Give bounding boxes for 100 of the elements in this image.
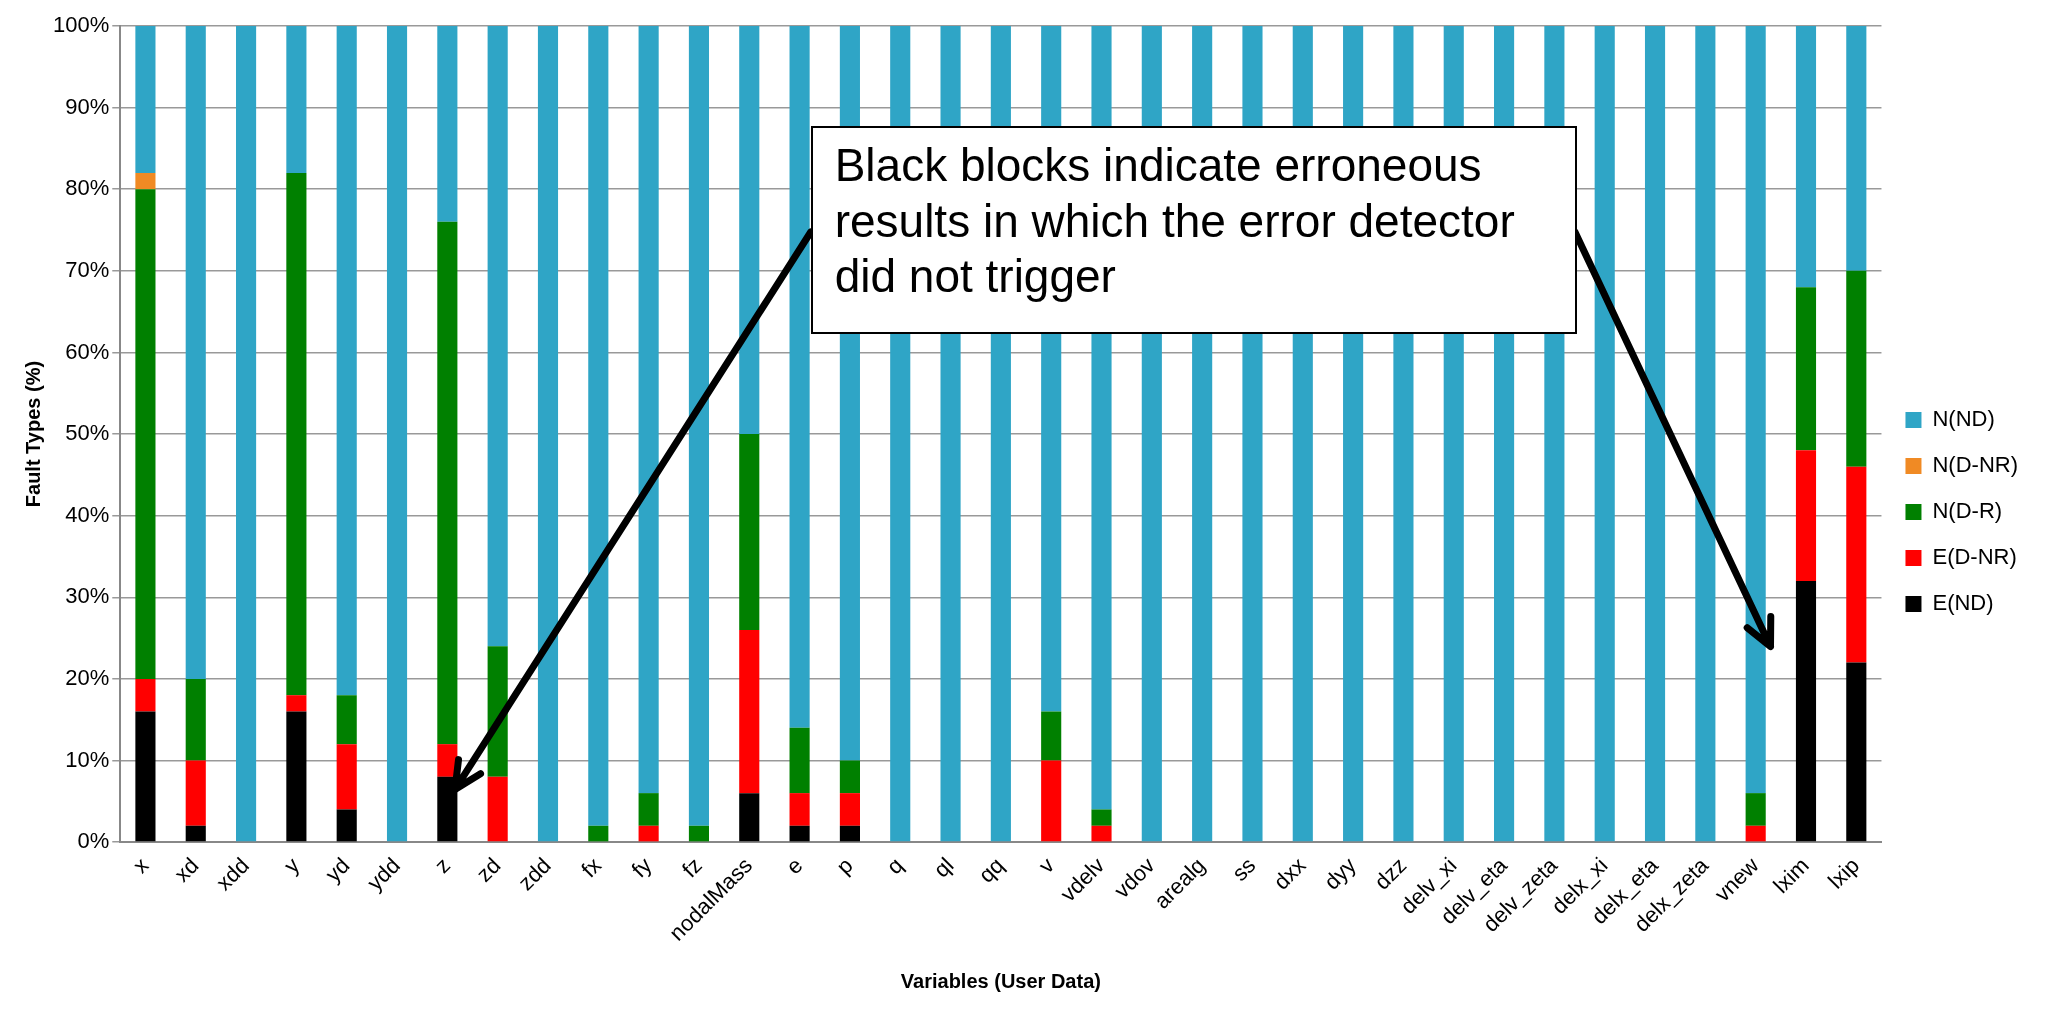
- bar: [789, 727, 810, 794]
- y-tick-label: 50%: [65, 420, 110, 446]
- annotation: Black blocks indicate erroneous results in which the error detector did not trigger: [834, 138, 1516, 304]
- x-tick-label: lxip: [1823, 852, 1865, 894]
- bar: [789, 26, 810, 728]
- bar: [135, 26, 156, 173]
- bar: [185, 825, 206, 842]
- x-tick-label: y: [278, 852, 305, 879]
- bar: [286, 711, 307, 842]
- bar: [185, 760, 206, 826]
- bar: [1846, 26, 1867, 271]
- y-tick-label: 60%: [65, 338, 110, 364]
- bar: [739, 434, 760, 630]
- bar: [739, 629, 760, 794]
- x-tick-label: p: [831, 852, 858, 879]
- x-tick-label: ql: [928, 852, 959, 883]
- legend-label: E(D-NR): [1932, 544, 2017, 570]
- x-tick-label: fx: [576, 852, 607, 883]
- bar: [1795, 450, 1817, 581]
- x-tick-label: zd: [471, 852, 506, 887]
- bar: [336, 26, 357, 696]
- bar: [135, 172, 156, 190]
- bar: [1795, 580, 1817, 842]
- bar: [789, 793, 810, 826]
- bar: [688, 825, 710, 842]
- x-tick-label: x: [127, 852, 154, 879]
- bar: [1041, 711, 1062, 761]
- bar: [487, 776, 508, 842]
- bar: [839, 825, 860, 842]
- bar: [1795, 287, 1817, 451]
- bar: [1644, 26, 1666, 842]
- y-tick-label: 0%: [77, 828, 110, 854]
- x-tick-label: fy: [626, 852, 657, 883]
- x-tick-label: xdd: [211, 852, 254, 896]
- bar: [135, 678, 156, 712]
- y-tick-label: 20%: [65, 664, 110, 690]
- x-tick-label: v: [1033, 852, 1060, 879]
- legend-label: N(D-NR): [1932, 452, 2018, 478]
- bar: [1846, 662, 1867, 842]
- x-tick-label: e: [781, 852, 808, 879]
- x-tick-label: ydd: [362, 852, 405, 896]
- bar: [336, 695, 357, 745]
- bar: [336, 744, 357, 810]
- bar: [839, 793, 860, 826]
- bar: [588, 26, 609, 826]
- bar: [1846, 466, 1867, 663]
- x-tick-label: dxx: [1268, 852, 1311, 895]
- x-tick-label: qq: [973, 852, 1009, 888]
- x-tick-label: z: [429, 852, 456, 879]
- bar: [487, 26, 508, 647]
- bar: [1745, 26, 1766, 794]
- bar: [286, 695, 307, 712]
- bar: [236, 26, 257, 842]
- bar: [839, 760, 860, 794]
- bar: [638, 825, 659, 842]
- y-tick-label: 80%: [65, 175, 110, 201]
- legend-label: E(ND): [1932, 590, 1994, 616]
- bar: [1695, 26, 1716, 842]
- bar: [1091, 825, 1112, 842]
- bar: [1041, 760, 1062, 842]
- bar: [487, 646, 508, 777]
- bar: [437, 221, 458, 745]
- bar: [1091, 809, 1112, 826]
- bar: [1846, 270, 1867, 467]
- y-axis-title: Fault Types (%): [21, 360, 44, 508]
- x-axis-title: Variables (User Data): [900, 969, 1101, 992]
- x-tick-label: ss: [1227, 852, 1261, 886]
- bar: [185, 678, 206, 761]
- x-tick-label: yd: [320, 852, 355, 887]
- bar: [638, 793, 659, 826]
- bar: [185, 26, 206, 679]
- bar: [588, 825, 609, 842]
- bar: [286, 172, 307, 696]
- y-tick-label: 90%: [65, 93, 110, 119]
- bar: [437, 26, 458, 222]
- y-tick-label: 70%: [65, 256, 110, 282]
- x-tick-label: lxim: [1768, 852, 1814, 898]
- bar: [739, 793, 760, 842]
- bar: [386, 26, 408, 842]
- bar: [437, 776, 458, 842]
- bar: [336, 809, 357, 842]
- bar: [1795, 26, 1817, 288]
- x-tick-label: dyy: [1319, 852, 1361, 895]
- x-tick-label: q: [881, 852, 909, 879]
- bar: [135, 711, 156, 842]
- legend-label: N(ND): [1932, 406, 1995, 432]
- bar: [688, 26, 710, 826]
- y-tick-label: 10%: [65, 746, 110, 772]
- bar: [1745, 825, 1766, 842]
- x-tick-label: zdd: [513, 852, 556, 896]
- bar: [789, 825, 810, 842]
- y-tick-label: 40%: [65, 501, 110, 527]
- bar: [135, 189, 156, 679]
- bar: [1594, 26, 1615, 842]
- bar: [739, 26, 760, 435]
- bar: [638, 26, 659, 794]
- bar: [1745, 793, 1766, 826]
- bar: [286, 26, 307, 173]
- y-tick-label: 30%: [65, 583, 110, 609]
- bar: [537, 26, 559, 842]
